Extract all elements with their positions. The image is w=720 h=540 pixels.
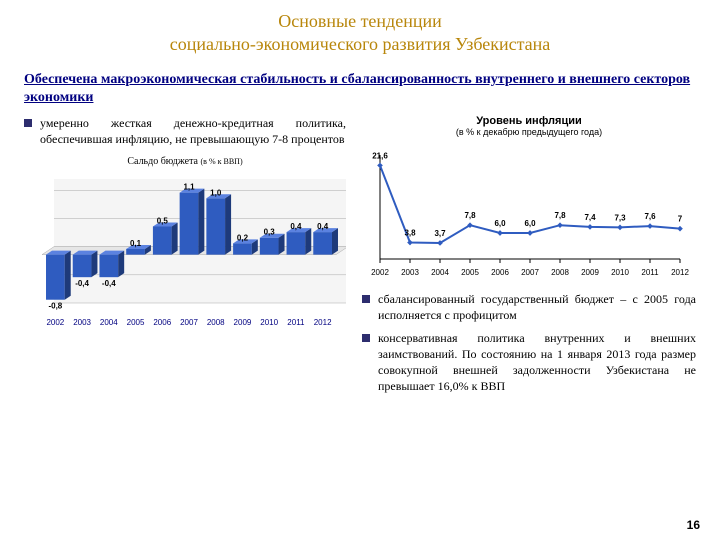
page-number: 16: [687, 518, 700, 532]
svg-text:2010: 2010: [611, 268, 629, 277]
bullet-right-2: консервативная политика внутренних и вне…: [362, 330, 696, 395]
svg-text:0,4: 0,4: [290, 222, 302, 231]
svg-text:2003: 2003: [401, 268, 419, 277]
svg-text:2008: 2008: [551, 268, 569, 277]
bullet-marker: [24, 119, 32, 127]
right-column: Уровень инфляции (в % к декабрю предыдущ…: [362, 115, 696, 400]
svg-text:7,8: 7,8: [464, 211, 476, 220]
svg-text:0,5: 0,5: [157, 216, 169, 225]
slide-title: Основные тенденции социально-экономическ…: [0, 0, 720, 57]
bar-chart: -0,8 2002 -0,4 2003 -0,4 2004 0,1 2005 0,5 2006 1,…: [24, 171, 346, 331]
svg-text:-0,4: -0,4: [75, 279, 89, 288]
svg-text:7,4: 7,4: [584, 213, 596, 222]
bullet-text: консервативная политика внутренних и вне…: [378, 330, 696, 395]
svg-text:2011: 2011: [641, 268, 659, 277]
svg-text:7,3: 7,3: [614, 214, 626, 223]
bullet-right-1: сбалансированный государственный бюджет …: [362, 291, 696, 323]
svg-text:2007: 2007: [521, 268, 539, 277]
line-chart-subtitle: (в % к декабрю предыдущего года): [362, 127, 696, 137]
title-line2: социально-экономического развития Узбеки…: [170, 34, 551, 54]
bullet-marker: [362, 334, 370, 342]
svg-text:6,0: 6,0: [524, 219, 536, 228]
left-column: умеренно жесткая денежно-кредитная полит…: [24, 115, 346, 400]
svg-text:2002: 2002: [371, 268, 389, 277]
svg-text:2009: 2009: [234, 318, 252, 327]
svg-text:2006: 2006: [153, 318, 171, 327]
svg-text:2007: 2007: [180, 318, 198, 327]
svg-text:7,6: 7,6: [644, 212, 656, 221]
bullet-left-1: умеренно жесткая денежно-кредитная полит…: [24, 115, 346, 147]
svg-text:1,1: 1,1: [183, 182, 195, 191]
svg-text:3,8: 3,8: [404, 229, 416, 238]
svg-text:7,8: 7,8: [554, 211, 566, 220]
svg-text:2008: 2008: [207, 318, 225, 327]
svg-text:0,1: 0,1: [130, 239, 142, 248]
svg-text:2004: 2004: [100, 318, 118, 327]
bullet-marker: [362, 295, 370, 303]
svg-text:2002: 2002: [46, 318, 64, 327]
svg-text:0,3: 0,3: [264, 227, 276, 236]
svg-text:2005: 2005: [127, 318, 145, 327]
svg-text:2011: 2011: [287, 318, 305, 327]
svg-text:2009: 2009: [581, 268, 599, 277]
svg-text:3,7: 3,7: [434, 229, 446, 238]
svg-text:2005: 2005: [461, 268, 479, 277]
svg-text:21,6: 21,6: [372, 152, 388, 161]
svg-text:2006: 2006: [491, 268, 509, 277]
svg-text:0,2: 0,2: [237, 233, 249, 242]
bullet-text: сбалансированный государственный бюджет …: [378, 291, 696, 323]
bar-chart-caption: Сальдо бюджета (в % к ВВП): [24, 156, 346, 167]
title-line1: Основные тенденции: [278, 11, 442, 31]
svg-text:2003: 2003: [73, 318, 91, 327]
line-chart-title: Уровень инфляции: [362, 115, 696, 127]
svg-text:1,0: 1,0: [210, 188, 222, 197]
svg-text:2012: 2012: [671, 268, 689, 277]
svg-text:0,4: 0,4: [317, 222, 329, 231]
svg-text:6,0: 6,0: [494, 219, 506, 228]
svg-text:2012: 2012: [314, 318, 332, 327]
bullet-text: умеренно жесткая денежно-кредитная полит…: [40, 115, 346, 147]
svg-text:2004: 2004: [431, 268, 449, 277]
subtitle: Обеспечена макроэкономическая стабильнос…: [0, 57, 720, 115]
svg-text:7: 7: [678, 215, 683, 224]
line-chart: 2002 2003 2004 2005 2006 2007 2008 2009 2010 2011…: [362, 141, 692, 281]
svg-text:-0,4: -0,4: [102, 279, 116, 288]
svg-text:-0,8: -0,8: [48, 301, 62, 310]
svg-text:2010: 2010: [260, 318, 278, 327]
